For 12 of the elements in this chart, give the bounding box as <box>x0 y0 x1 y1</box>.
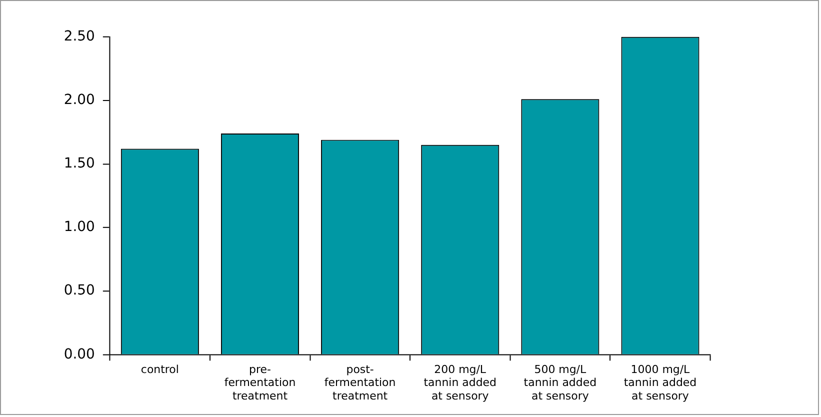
y-tick-label: 1.00 <box>64 219 95 236</box>
x-tick-label: pre-fermentation treatment <box>224 363 296 402</box>
x-tick-label: post-fermentation treatment <box>324 363 396 402</box>
y-tick-label: 0.50 <box>64 282 95 299</box>
x-tick-label: 200 mg/L tannin added at sensory <box>424 363 496 402</box>
y-tick-label: 0.00 <box>64 346 95 362</box>
x-tick-label: control <box>140 363 179 376</box>
x-tick-label: 500 mg/L tannin added at sensory <box>524 363 597 402</box>
y-tick-label: 2.00 <box>64 92 95 108</box>
y-tick-label: 1.50 <box>64 156 95 172</box>
x-tick-label: 1000 mg/L tannin added at sensory <box>624 363 697 402</box>
y-tick-label: 2.50 <box>64 28 95 44</box>
